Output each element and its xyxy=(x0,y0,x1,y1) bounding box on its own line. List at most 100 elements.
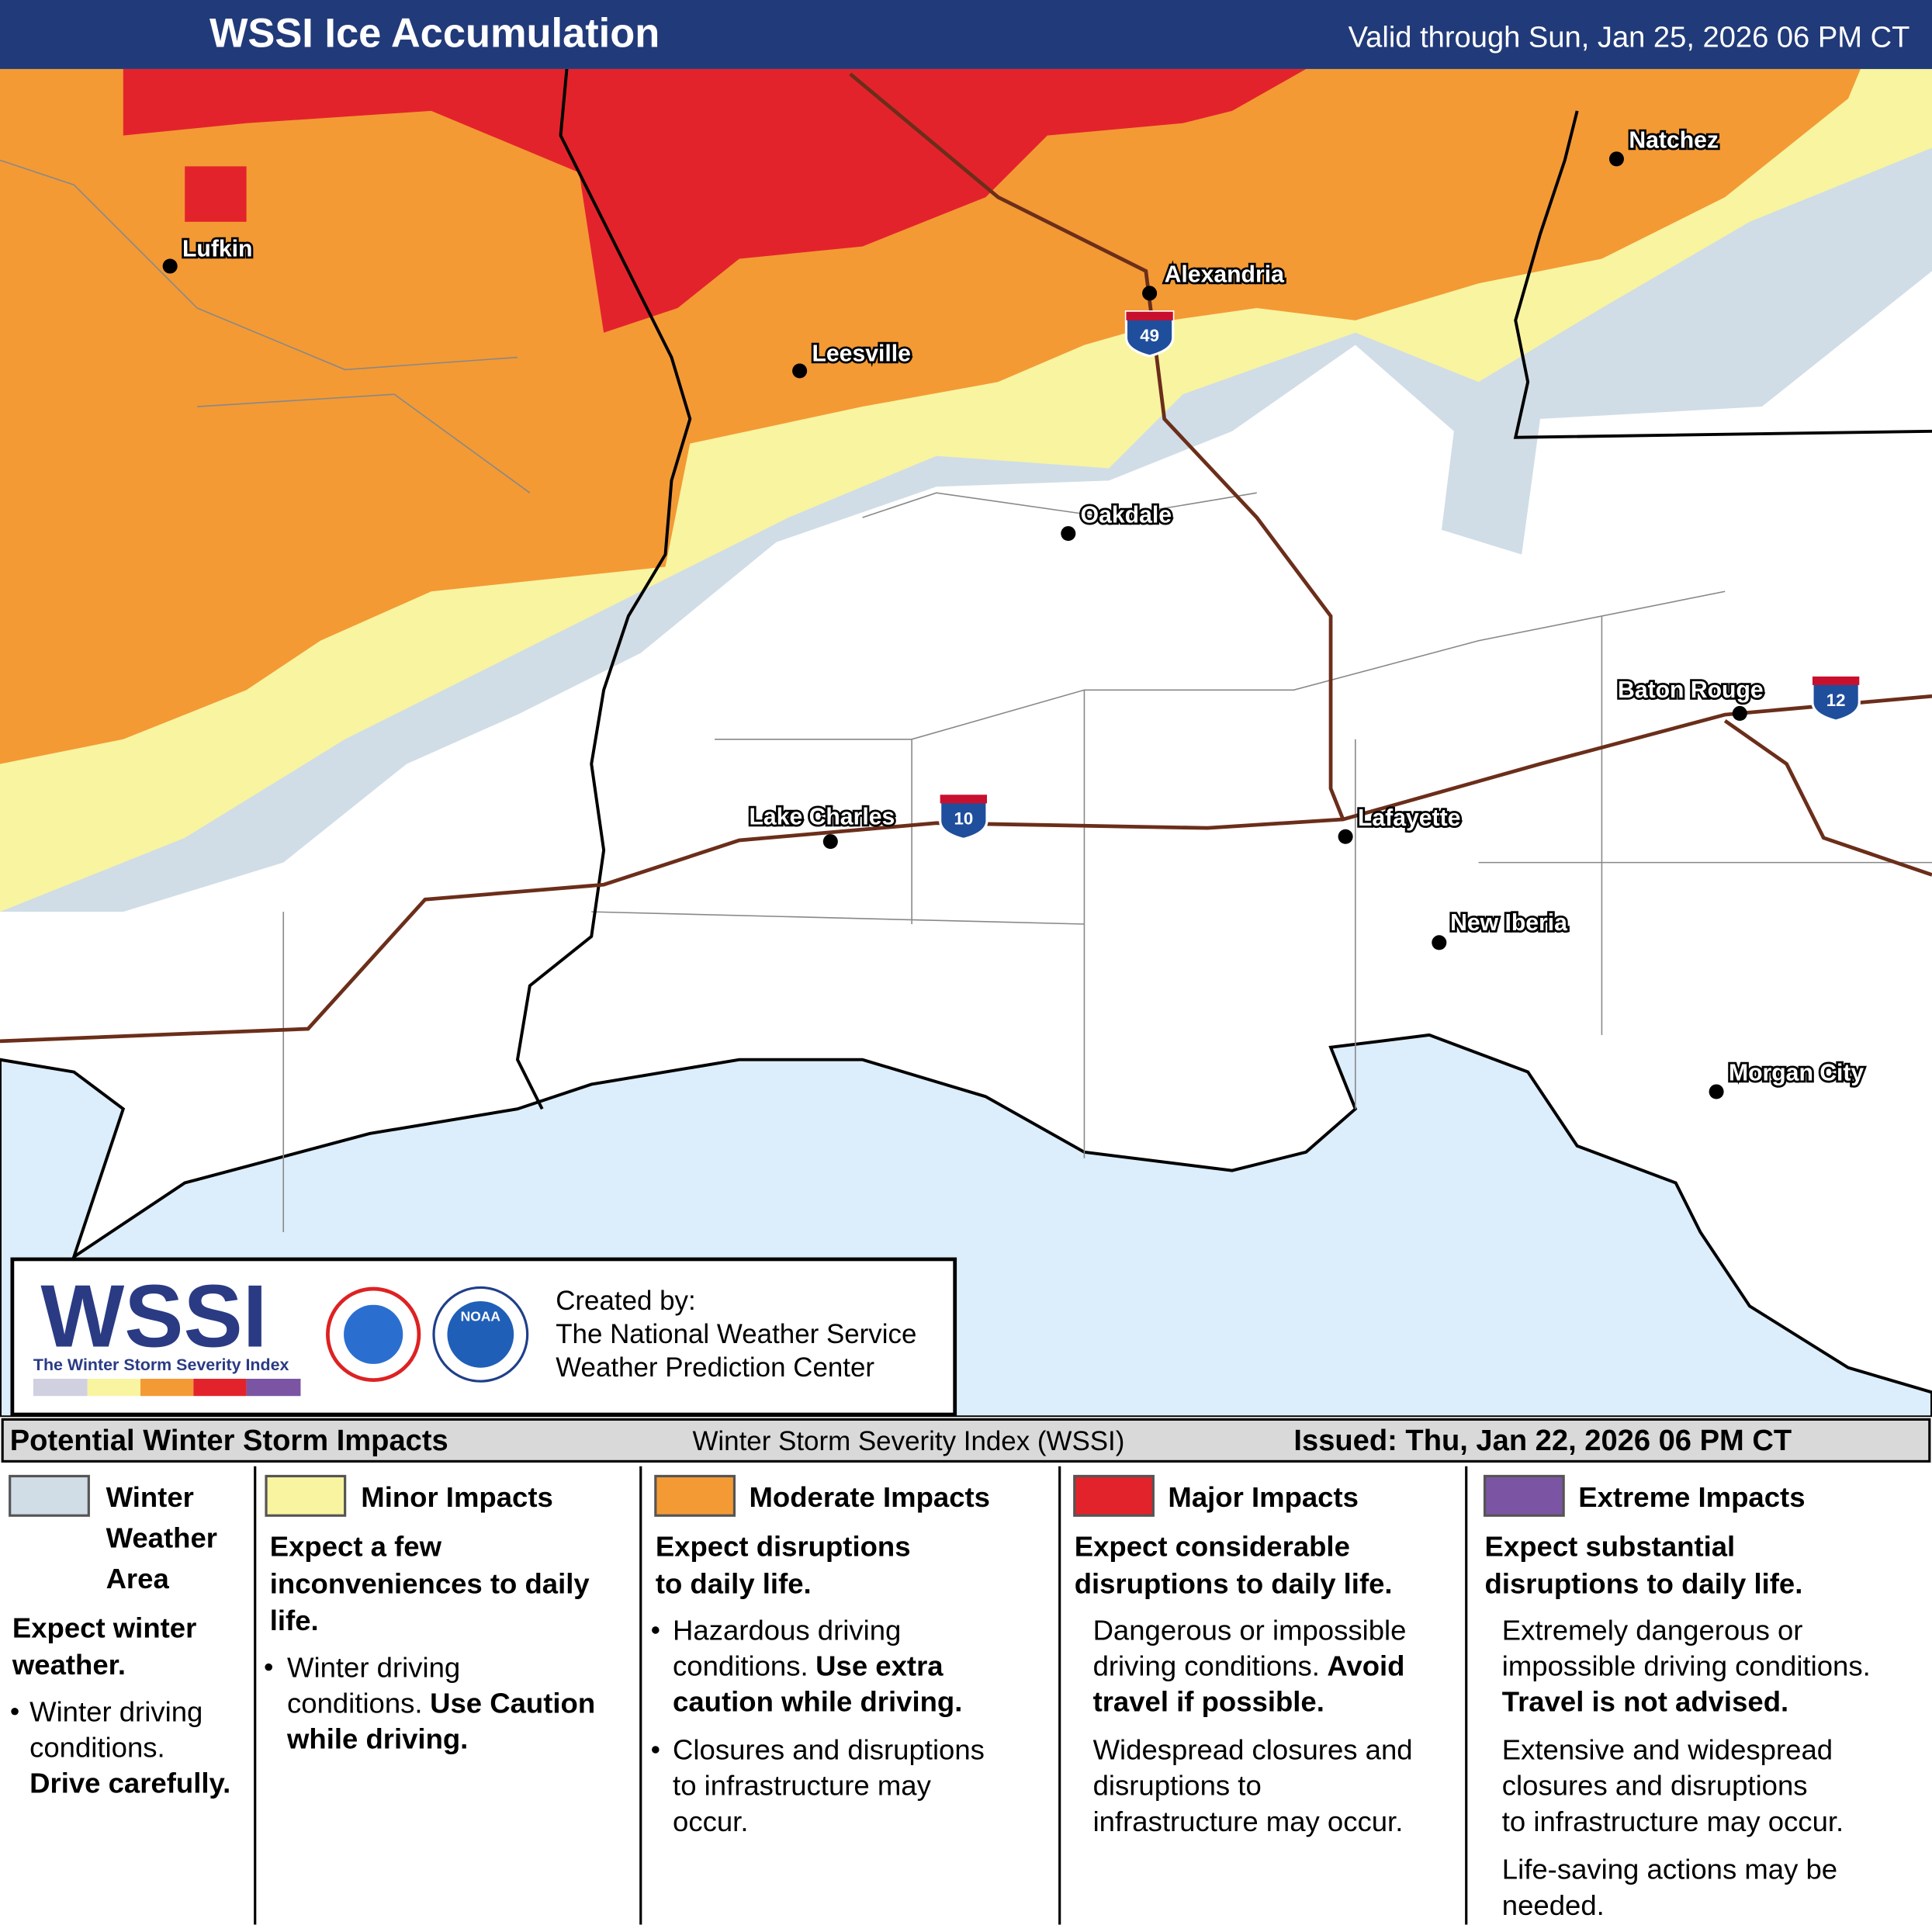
city-dot xyxy=(1608,151,1624,167)
interstate-49 xyxy=(849,72,1345,820)
legend-swatch xyxy=(654,1474,736,1517)
legend-detail: Hazardous driving xyxy=(673,1615,901,1646)
logo-bar xyxy=(193,1378,247,1397)
legend-detail: Dangerous or impossible xyxy=(1093,1615,1407,1646)
shield-label: 49 xyxy=(1140,326,1159,345)
logo-bar xyxy=(87,1378,141,1397)
interstate-12 xyxy=(1723,719,1932,877)
bullet xyxy=(652,1746,660,1754)
noaa-label: NOAA xyxy=(461,1308,501,1324)
legend-detail: Life-saving actions may be xyxy=(1502,1854,1837,1885)
legend-detail: conditions. xyxy=(29,1732,165,1764)
detail-bold: Avoid xyxy=(1327,1650,1404,1682)
legend-index: Winter Storm Severity Index (WSSI) xyxy=(692,1426,1124,1456)
legend-detail: impossible driving conditions. xyxy=(1502,1650,1871,1682)
detail-text: conditions. xyxy=(673,1650,808,1682)
major-area xyxy=(185,166,247,222)
shield: 12 xyxy=(1811,675,1861,722)
interstate-10 xyxy=(0,694,1932,1044)
county-lines xyxy=(0,159,1932,1233)
city-dot xyxy=(1338,829,1353,844)
city-label: Baton Rouge xyxy=(1618,677,1764,703)
nws-logo xyxy=(344,1304,403,1364)
state-border xyxy=(1513,110,1932,439)
legend-detail: Winter driving xyxy=(29,1695,203,1727)
detail-bold: travel if possible. xyxy=(1093,1686,1324,1718)
legend-detail: conditions. Use Caution xyxy=(287,1687,595,1719)
legend-title: Winter xyxy=(106,1481,194,1513)
title: WSSI Ice Accumulation xyxy=(209,11,660,56)
interstates xyxy=(0,72,1932,1044)
legend-issued: Issued: Thu, Jan 22, 2026 06 PM CT xyxy=(1293,1425,1792,1457)
detail-bold: Drive carefully. xyxy=(29,1768,230,1799)
legend-detail: closures and disruptions xyxy=(1502,1770,1808,1802)
legend-detail: caution while driving. xyxy=(673,1686,962,1718)
legend-headline: disruptions to daily life. xyxy=(1485,1567,1803,1599)
legend-detail: Travel is not advised. xyxy=(1502,1686,1788,1718)
city-label: Morgan City xyxy=(1729,1061,1864,1086)
legend-swatch xyxy=(1073,1474,1155,1517)
moderate-area xyxy=(0,68,1861,764)
legend-detail: Winter driving xyxy=(287,1651,460,1683)
credit-line: Created by: xyxy=(556,1286,696,1316)
legend-detail: needed. xyxy=(1502,1889,1605,1921)
city-label: Leesville xyxy=(812,341,910,366)
legend-headline: inconveniences to daily xyxy=(270,1567,590,1599)
credit-line: Weather Prediction Center xyxy=(556,1352,874,1383)
legend-detail: occur. xyxy=(673,1806,748,1837)
valid-time: Valid through Sun, Jan 25, 2026 06 PM CT xyxy=(1349,21,1910,54)
city-dot xyxy=(162,258,178,274)
legend-title: Area xyxy=(106,1563,170,1594)
legend-title: Extreme Impacts xyxy=(1578,1481,1805,1513)
shield-label: 10 xyxy=(954,808,973,828)
legend-heading: Potential Winter Storm Impacts xyxy=(10,1425,448,1457)
city-label: Alexandria xyxy=(1165,262,1284,288)
detail-text: conditions. xyxy=(287,1687,423,1719)
legend: Potential Winter Storm Impacts Winter St… xyxy=(0,1417,1932,1932)
legend-detail: Extensive and widespread xyxy=(1502,1734,1833,1766)
legend-detail: to infrastructure may occur. xyxy=(1502,1806,1844,1837)
bullet xyxy=(265,1663,272,1671)
county-line xyxy=(0,159,1932,1233)
detail-text: driving conditions. xyxy=(1093,1650,1320,1682)
legend-detail: Closures and disruptions xyxy=(673,1734,985,1766)
legend-headline: Expect winter xyxy=(12,1612,196,1643)
detail-bold: Use extra xyxy=(815,1650,943,1682)
major-area xyxy=(123,68,1307,333)
city-label: Lake Charles xyxy=(750,804,895,829)
legend-title: Major Impacts xyxy=(1168,1481,1359,1513)
legend-detail: Extremely dangerous or xyxy=(1502,1615,1803,1646)
shield-label: 12 xyxy=(1826,691,1846,710)
shield: 49 xyxy=(1124,310,1175,358)
legend-headline: Expect substantial xyxy=(1485,1531,1736,1563)
state-border xyxy=(515,68,692,1110)
legend-detail: Drive carefully. xyxy=(29,1768,230,1799)
city-label: Lafayette xyxy=(1358,805,1460,831)
detail-bold: Use Caution xyxy=(430,1687,595,1719)
legend-detail: conditions. Use extra xyxy=(673,1650,943,1682)
legend-detail: infrastructure may occur. xyxy=(1093,1806,1404,1837)
legend-headline: Expect a few xyxy=(270,1531,442,1563)
city-label: Lufkin xyxy=(182,236,252,261)
detail-bold: while driving. xyxy=(286,1723,468,1754)
city-dot xyxy=(1732,705,1747,721)
shields: 49 10 12 xyxy=(939,310,1861,841)
legend-title: Minor Impacts xyxy=(361,1481,553,1513)
legend-detail: driving conditions. Avoid xyxy=(1093,1650,1405,1682)
legend-headline: weather. xyxy=(12,1649,126,1681)
city-label: Oakdale xyxy=(1081,502,1172,528)
legend-headline: life. xyxy=(270,1605,319,1636)
city-dot xyxy=(822,834,838,850)
legend-swatch xyxy=(9,1474,90,1517)
city-dot xyxy=(1142,286,1158,301)
legend-title: Moderate Impacts xyxy=(750,1481,990,1513)
wssi-tagline: The Winter Storm Severity Index xyxy=(33,1356,289,1374)
shield: 10 xyxy=(939,793,989,841)
logo-bar xyxy=(140,1378,194,1397)
legend-detail: to infrastructure may xyxy=(673,1770,932,1802)
city-dot xyxy=(1432,935,1447,950)
logo-bar xyxy=(246,1378,301,1397)
legend-header xyxy=(1,1418,1931,1463)
legend-swatch xyxy=(1483,1474,1565,1517)
